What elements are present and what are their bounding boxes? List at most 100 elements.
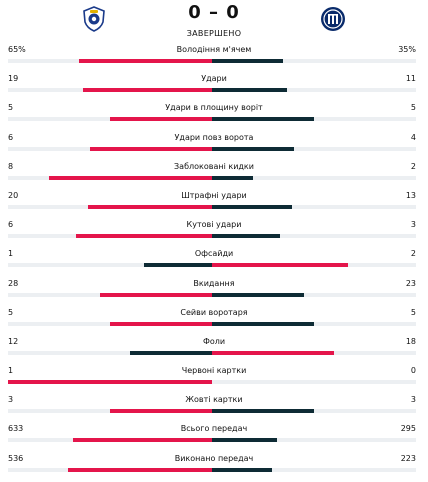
home-stat-value: 28 [8, 278, 19, 288]
away-stat-value: 4 [410, 132, 416, 142]
match-header: 0 – 0 ЗАВЕРШЕНО [0, 0, 428, 44]
home-stat-bar [130, 350, 212, 355]
stat-bar-track [8, 88, 416, 93]
home-stat-value: 1 [8, 249, 14, 259]
stat-row: 12 Фоли 18 [0, 336, 428, 365]
home-stat-bar [8, 380, 212, 385]
home-stat-bar [110, 321, 212, 326]
away-stat-bar [212, 59, 284, 63]
away-stat-value: 23 [405, 278, 416, 288]
home-stat-bar [79, 59, 212, 63]
home-stat-value: 5 [8, 307, 14, 317]
stat-bar-track [8, 234, 416, 239]
stat-row: 65% Володіння м'ячем 35% [0, 44, 428, 73]
stat-row: 1 Червоні картки 0 [0, 365, 428, 394]
home-stat-value: 19 [8, 74, 19, 84]
stat-row: 633 Всього передач 295 [0, 423, 428, 452]
stat-bar-track [8, 380, 416, 385]
home-stat-value: 1 [8, 366, 14, 376]
stat-label: Удари [201, 74, 227, 84]
away-stat-bar [212, 467, 272, 472]
away-stat-value: 2 [410, 249, 416, 259]
home-stat-bar [72, 438, 212, 443]
stat-label: Вкидання [193, 278, 235, 288]
stat-label: Штрафні удари [181, 190, 247, 200]
away-stat-value: 3 [410, 395, 416, 405]
away-stat-value: 11 [405, 74, 416, 84]
home-stat-bar [76, 234, 212, 239]
stat-bar-track [8, 59, 416, 63]
home-stat-bar [82, 88, 212, 93]
away-stat-bar [212, 409, 314, 414]
home-stat-value: 536 [8, 453, 24, 463]
home-stat-bar [67, 467, 212, 472]
stat-bar-track [8, 146, 416, 151]
stat-row: 6 Кутові удари 3 [0, 219, 428, 248]
home-stat-bar [110, 117, 212, 122]
stat-bar-track [8, 467, 416, 472]
home-stat-value: 8 [8, 161, 14, 171]
away-stat-bar [212, 292, 304, 297]
away-stat-bar [212, 263, 348, 268]
home-score: 0 [188, 2, 202, 23]
home-stat-value: 12 [8, 336, 19, 346]
stat-row: 20 Штрафні удари 13 [0, 190, 428, 219]
away-stat-bar [212, 175, 253, 180]
stats-list: 65% Володіння м'ячем 35% 19 Удари 11 5 Удари в … [0, 44, 428, 482]
stat-row: 5 Сейви воротаря 5 [0, 307, 428, 336]
home-stat-bar [100, 292, 212, 297]
stat-label: Володіння м'ячем [176, 45, 252, 54]
away-stat-value: 18 [405, 336, 416, 346]
home-stat-value: 6 [8, 220, 14, 230]
match-status: ЗАВЕРШЕНО [186, 29, 242, 38]
home-stat-bar [144, 263, 212, 268]
away-stat-value: 5 [410, 103, 416, 113]
stat-bar-track [8, 321, 416, 326]
stat-row: 5 Удари в площину воріт 5 [0, 102, 428, 131]
stat-label: Всього передач [180, 424, 248, 434]
home-stat-value: 6 [8, 132, 14, 142]
away-stat-value: 2 [410, 161, 416, 171]
stat-bar-track [8, 409, 416, 414]
stat-label: Виконано передач [174, 453, 254, 463]
stat-label: Жовті картки [185, 395, 243, 405]
away-stat-bar [212, 146, 294, 151]
home-stat-bar [89, 146, 212, 151]
away-stat-value: 3 [410, 220, 416, 230]
away-score: 0 [226, 2, 240, 23]
stat-bar-track [8, 204, 416, 209]
away-stat-bar [212, 438, 277, 443]
away-stat-value: 5 [410, 307, 416, 317]
stat-label: Сейви воротаря [180, 307, 248, 317]
away-stat-bar [212, 204, 293, 209]
stat-label: Червоні картки [181, 366, 247, 376]
stat-label: Удари повз ворота [174, 132, 254, 142]
stat-label: Заблоковані кидки [174, 161, 254, 171]
away-stat-value: 0 [410, 366, 416, 376]
home-stat-bar [88, 204, 212, 209]
stat-row: 536 Виконано передач 223 [0, 453, 428, 482]
stat-row: 8 Заблоковані кидки 2 [0, 161, 428, 190]
away-stat-bar [212, 117, 314, 122]
score: 0 – 0 [0, 2, 428, 23]
stat-label: Кутові удари [186, 220, 242, 230]
stat-bar-track [8, 175, 416, 180]
stat-bar-track [8, 292, 416, 297]
stat-label: Удари в площину воріт [165, 103, 263, 113]
score-separator: – [209, 2, 219, 23]
home-stat-value: 5 [8, 103, 14, 113]
home-stat-value: 633 [8, 424, 24, 434]
away-stat-value: 13 [405, 190, 416, 200]
away-stat-bar [212, 350, 335, 355]
away-stat-value: 35% [398, 45, 416, 54]
fc-porto-crest-icon[interactable] [81, 6, 107, 32]
inter-milan-crest-icon[interactable] [320, 6, 346, 32]
home-stat-value: 20 [8, 190, 19, 200]
stat-bar-track [8, 438, 416, 443]
away-stat-value: 223 [400, 453, 416, 463]
stat-row: 6 Удари повз ворота 4 [0, 132, 428, 161]
stat-bar-track [8, 350, 416, 355]
stat-row: 3 Жовті картки 3 [0, 394, 428, 423]
stat-row: 1 Офсайди 2 [0, 248, 428, 277]
away-stat-bar [212, 321, 314, 326]
